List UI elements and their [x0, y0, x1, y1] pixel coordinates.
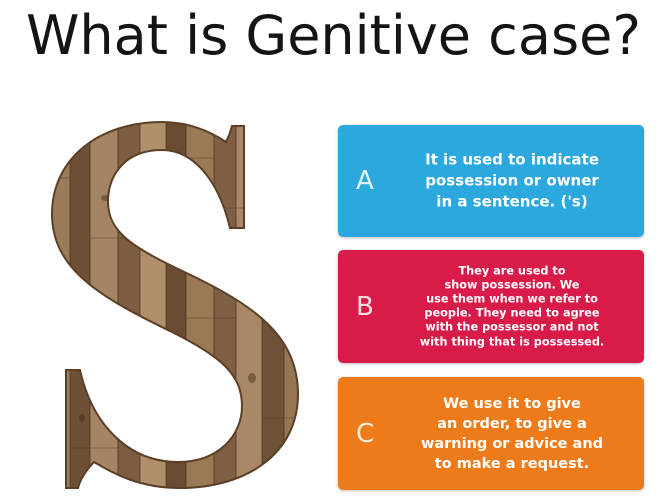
page-title: What is Genitive case? [26, 4, 641, 67]
option-text: We use it to give an order, to give a wa… [420, 395, 604, 472]
option-text: They are used to show possession. We use… [419, 263, 605, 348]
answer-option-c[interactable]: C We use it to give an order, to give a … [338, 377, 644, 490]
wooden-letter-s-logo [50, 120, 300, 490]
answer-option-b[interactable]: B They are used to show possession. We u… [338, 250, 644, 363]
option-letter: C [356, 418, 375, 449]
answer-option-a[interactable]: A It is used to indicate possession or o… [338, 125, 644, 237]
option-text: It is used to indicate possession or own… [425, 150, 599, 211]
option-letter: A [356, 166, 374, 196]
option-letter: B [356, 291, 374, 322]
